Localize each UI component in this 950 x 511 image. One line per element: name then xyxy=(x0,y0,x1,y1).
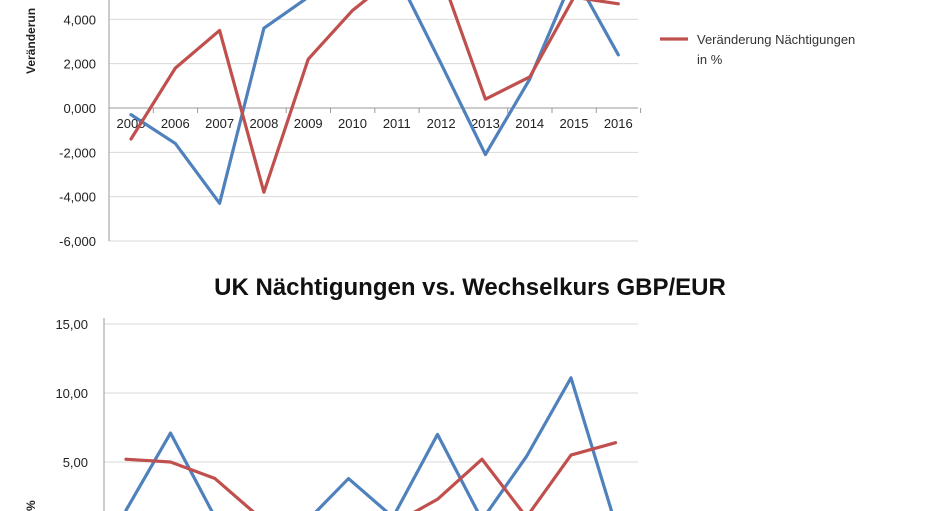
chart-title: UK Nächtigungen vs. Wechselkurs GBP/EUR xyxy=(214,274,726,301)
y-tick-label: 2,000 xyxy=(63,57,96,72)
x-tick-label: 2010 xyxy=(338,116,367,131)
y-tick-label: 4,000 xyxy=(63,12,96,27)
series-line-1 xyxy=(129,0,620,205)
series-line-2 xyxy=(129,0,620,194)
x-tick-label: 2011 xyxy=(383,116,411,131)
y-tick-label: 5,00 xyxy=(63,455,88,470)
legend-label: in % xyxy=(697,52,723,67)
chart-bottom: 5,00 10,00 15,00% UK Nächtigungen vs. Wechs… xyxy=(24,274,726,511)
x-tick-label: 2013 xyxy=(471,116,500,131)
x-tick-label: 2009 xyxy=(294,116,323,131)
x-tick-label: 2006 xyxy=(161,116,190,131)
x-tick-label: 2015 xyxy=(560,116,589,131)
x-tick-label: 2016 xyxy=(604,116,633,131)
y-tick-label: -2,000 xyxy=(59,145,96,160)
series-line-1 xyxy=(124,376,614,511)
legend-label: Veränderung Nächtigungen xyxy=(697,32,855,47)
y-axis-label: % xyxy=(24,500,38,511)
y-tick-label: -4,000 xyxy=(59,190,96,205)
x-tick-label: 2008 xyxy=(249,116,278,131)
series-line-2 xyxy=(124,441,618,511)
x-tick-label: 2012 xyxy=(427,116,456,131)
y-tick-label: 10,00 xyxy=(55,386,88,401)
y-axis-label: Veränderun xyxy=(24,8,38,74)
y-tick-label: -6,000 xyxy=(59,234,96,249)
x-tick-label: 2007 xyxy=(205,116,234,131)
x-tick-label: 2014 xyxy=(515,116,544,131)
y-tick-label: 0,000 xyxy=(63,101,96,116)
y-tick-label: 15,00 xyxy=(55,317,88,332)
